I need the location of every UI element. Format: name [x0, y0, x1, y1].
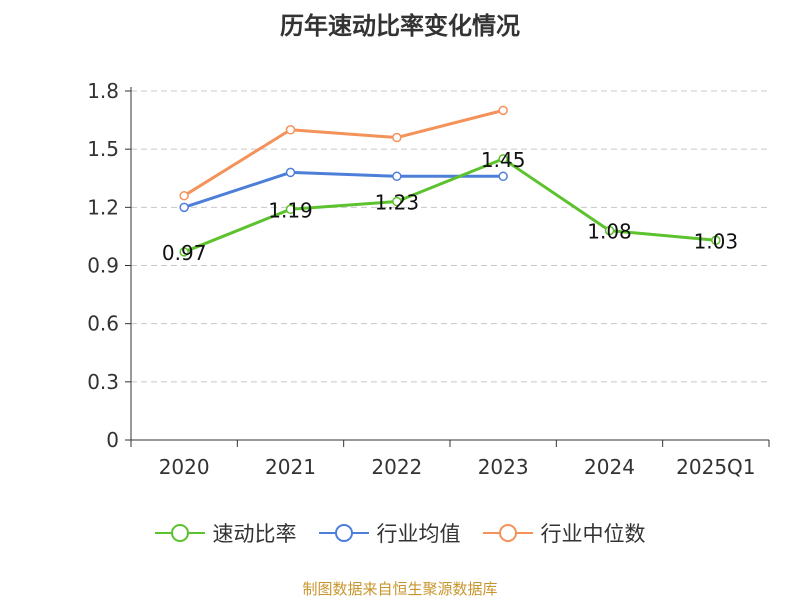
- data-point: [392, 132, 402, 143]
- data-point: [498, 105, 508, 116]
- x-tick-label: 2023: [478, 455, 529, 479]
- grid-lines: [131, 90, 769, 383]
- legend-label: 行业中位数: [540, 522, 646, 546]
- axes: 0 0.3 0.6 0.9 1.2 1.5 1.8 2020 2021 2022 2023 2024 2…: [87, 79, 770, 479]
- source-footer: 制图数据来自恒生聚源数据库: [302, 580, 498, 598]
- data-point: [179, 190, 189, 201]
- y-tick-label: 1.8: [87, 79, 119, 103]
- data-label: 1.23: [375, 191, 420, 215]
- legend-line-marker-icon: [482, 524, 533, 542]
- data-point: [392, 196, 402, 207]
- series-line: [183, 170, 504, 209]
- legend-label: 速动比率: [212, 522, 297, 546]
- legend: 速动比率 行业均值 行业中位数: [0, 518, 800, 548]
- data-label: 0.97: [162, 241, 207, 265]
- legend-item-industry-median[interactable]: 行业中位数: [482, 518, 646, 548]
- legend-item-industry-mean[interactable]: 行业均值: [318, 518, 461, 548]
- data-label: 1.03: [694, 229, 739, 253]
- legend-item-quick-ratio[interactable]: 速动比率: [154, 518, 297, 548]
- data-point: [498, 171, 508, 182]
- y-tick-label: 0.9: [87, 254, 119, 278]
- data-point: [604, 225, 615, 236]
- legend-line-marker-icon: [318, 524, 369, 542]
- x-tick-label: 2022: [371, 455, 422, 479]
- series-line: [183, 108, 504, 197]
- data-point: [711, 235, 721, 246]
- data-label: 1.45: [481, 148, 526, 172]
- chart-title: 历年速动比率变化情况: [280, 12, 520, 40]
- data-point: [179, 202, 189, 213]
- data-point: [285, 204, 296, 215]
- y-tick-label: 0.3: [87, 370, 119, 394]
- x-tick-label: 2024: [584, 455, 635, 479]
- data-label: 1.08: [587, 220, 632, 244]
- data-labels: 0.97 1.19 1.23 1.45 1.08 1.03: [162, 148, 738, 265]
- data-point: [285, 125, 296, 135]
- y-tick-label: 1.5: [87, 137, 119, 161]
- series-line: [183, 157, 716, 254]
- y-tick-label: 1.2: [87, 195, 119, 219]
- y-tick-label: 0: [106, 428, 119, 452]
- x-tick-label: 2025Q1: [676, 455, 755, 479]
- data-label: 1.19: [268, 198, 313, 222]
- legend-label: 行业均值: [376, 522, 461, 546]
- x-tick-label: 2020: [159, 455, 210, 479]
- data-point: [498, 154, 508, 164]
- series-lines: [179, 105, 721, 257]
- data-point: [285, 167, 296, 178]
- x-tick-label: 2021: [265, 455, 316, 479]
- y-tick-label: 0.6: [87, 312, 119, 336]
- data-point: [179, 247, 189, 257]
- data-point: [392, 171, 402, 182]
- legend-line-marker-icon: [154, 524, 205, 542]
